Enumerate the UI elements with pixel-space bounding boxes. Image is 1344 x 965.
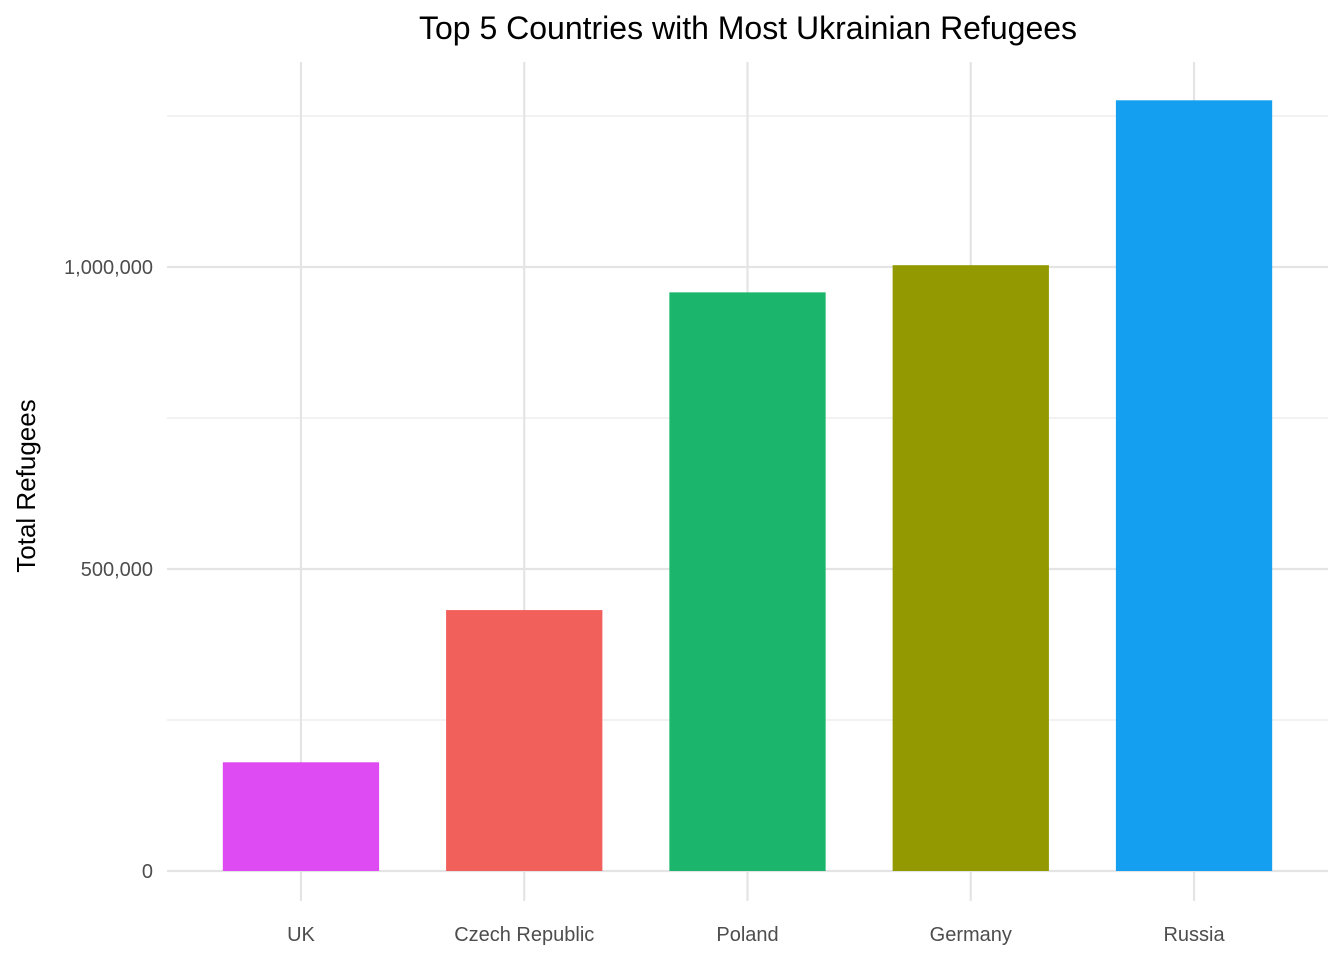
chart-title: Top 5 Countries with Most Ukrainian Refu… xyxy=(419,10,1077,46)
x-tick-label: Germany xyxy=(930,924,1012,946)
y-axis-ticks: 0 500,000 1,000,000 xyxy=(64,257,153,883)
bar-germany xyxy=(892,265,1049,871)
bar-uk xyxy=(222,762,380,871)
y-tick-label: 1,000,000 xyxy=(64,257,153,279)
bars xyxy=(222,100,1273,871)
bar-czech-republic xyxy=(446,610,603,871)
bar-russia xyxy=(1115,100,1273,871)
x-tick-label: UK xyxy=(287,924,315,946)
x-tick-label: Czech Republic xyxy=(454,924,594,946)
bar-poland xyxy=(669,292,826,871)
x-tick-label: Poland xyxy=(716,924,778,946)
y-tick-label: 0 xyxy=(142,861,153,883)
x-axis-ticks: UK Czech Republic Poland Germany Russia xyxy=(287,924,1225,946)
y-axis-label: Total Refugees xyxy=(11,399,41,572)
x-tick-label: Russia xyxy=(1163,924,1225,946)
y-tick-label: 500,000 xyxy=(81,559,153,581)
